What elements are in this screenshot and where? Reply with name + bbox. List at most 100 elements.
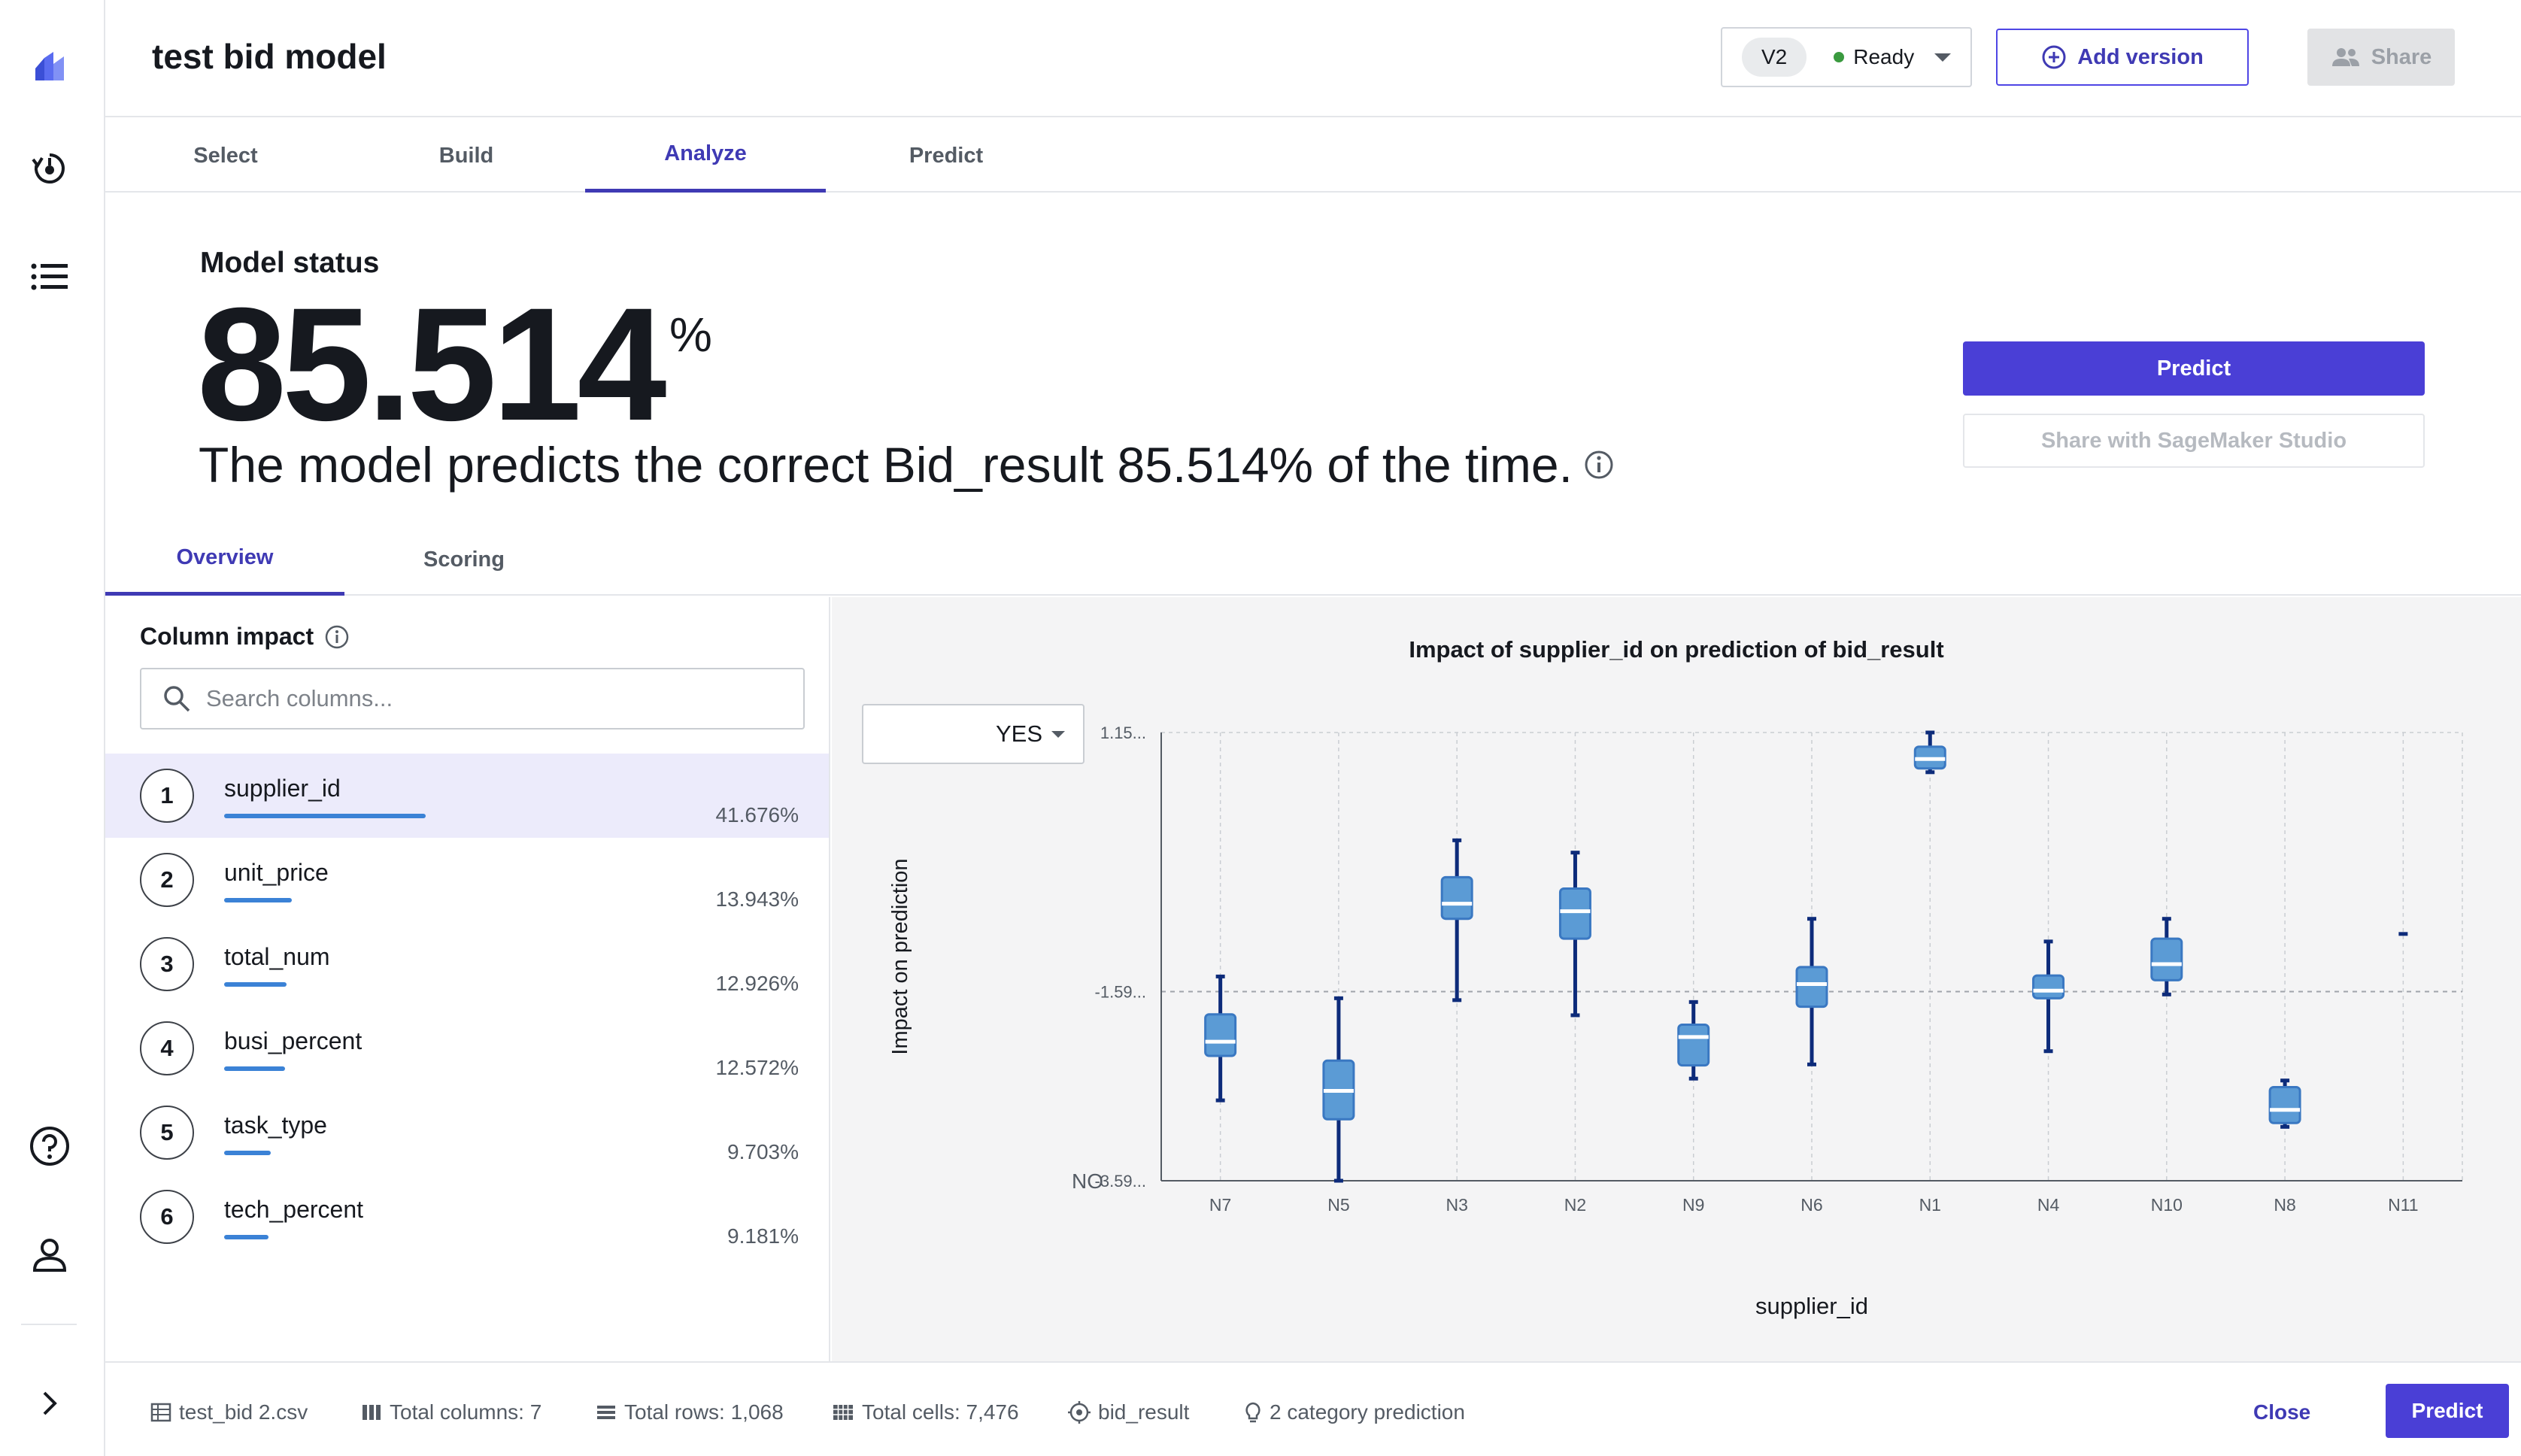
column-impact-panel: Column impact 1 supplier_id 41.676% 2 un… <box>105 597 830 1361</box>
impact-percent: 9.181% <box>727 1224 799 1248</box>
impact-percent: 12.572% <box>715 1056 799 1079</box>
footer-prediction-type: 2 category prediction <box>1244 1400 1465 1424</box>
y-axis-label: Impact on prediction <box>888 858 912 1054</box>
add-version-label: Add version <box>2077 44 2204 69</box>
search-icon <box>164 686 190 712</box>
accuracy-value: 85.514 <box>197 275 667 454</box>
search-input[interactable] <box>206 685 778 712</box>
column-rank: 1 <box>140 769 194 823</box>
model-status-label: Model status <box>200 247 380 279</box>
impact-bar <box>224 814 426 818</box>
expand-chevron-icon[interactable] <box>26 1379 74 1427</box>
impact-boxplot-chart: 1.15... -1.59... -3.59...NO Impact on predi… <box>888 723 2463 1319</box>
share-button[interactable]: Share <box>2307 29 2455 86</box>
total-rows: Total rows: 1,068 <box>624 1400 784 1424</box>
workflow-tabs: Select Build Analyze Predict <box>105 119 2521 193</box>
target-icon <box>1068 1401 1091 1424</box>
x-tick-label: N10 <box>2151 1195 2183 1215</box>
column-search[interactable] <box>140 668 805 730</box>
class-select[interactable]: YES <box>862 704 1085 764</box>
impact-bar <box>224 1066 285 1071</box>
box-body <box>1677 1024 1710 1067</box>
class-select-value: YES <box>995 720 1042 747</box>
box-body <box>1558 887 1591 940</box>
users-icon <box>2331 48 2359 66</box>
column-rank: 4 <box>140 1021 194 1075</box>
column-name: tech_percent <box>224 1196 364 1223</box>
model-title: test bid model <box>152 37 387 76</box>
y-tick-label: -3.59... <box>1095 1172 1146 1191</box>
left-nav-rail <box>0 0 105 1456</box>
tab-scoring[interactable]: Scoring <box>423 547 505 572</box>
page-header: test bid model V2 Ready Add version Shar… <box>105 0 2521 117</box>
x-tick-label: N6 <box>1800 1195 1822 1215</box>
column-row[interactable]: 6 tech_percent 9.181% <box>105 1175 829 1259</box>
list-icon[interactable] <box>26 253 74 301</box>
close-button[interactable]: Close <box>2253 1400 2311 1424</box>
x-axis-label: supplier_id <box>1755 1293 1868 1319</box>
box-body <box>2268 1086 2301 1124</box>
add-version-button[interactable]: Add version <box>1996 29 2249 86</box>
column-row[interactable]: 3 total_num 12.926% <box>105 922 829 1006</box>
box-body <box>1440 875 1473 921</box>
box-body <box>2150 937 2183 981</box>
prediction-type: 2 category prediction <box>1270 1400 1465 1424</box>
chart-title: Impact of supplier_id on prediction of b… <box>1409 636 1944 663</box>
version-select[interactable]: V2 Ready <box>1721 27 1972 87</box>
x-tick-label: N2 <box>1564 1195 1586 1215</box>
column-row[interactable]: 4 busi_percent 12.572% <box>105 1006 829 1090</box>
tab-build[interactable]: Build <box>438 143 494 168</box>
columns-icon <box>363 1405 381 1420</box>
canvas-logo-icon[interactable] <box>26 42 74 90</box>
column-row[interactable]: 5 task_type 9.703% <box>105 1090 829 1175</box>
x-tick-label: N5 <box>1327 1195 1349 1215</box>
column-rank: 6 <box>140 1190 194 1244</box>
x-tick-label: N4 <box>2037 1195 2060 1215</box>
footer-columns: Total columns: 7 <box>361 1400 542 1424</box>
share-label: Share <box>2371 44 2432 69</box>
tab-predict[interactable]: Predict <box>909 143 984 168</box>
accuracy-percent-sign: % <box>669 308 712 362</box>
column-impact-label: Column impact <box>140 623 314 650</box>
impact-percent: 13.943% <box>715 887 799 911</box>
footer-cells: Total cells: 7,476 <box>832 1400 1019 1424</box>
share-sagemaker-button[interactable]: Share with SageMaker Studio <box>1963 414 2425 468</box>
box-body <box>2032 974 2065 999</box>
tab-overview[interactable]: Overview <box>105 523 344 596</box>
impact-bar <box>224 1151 272 1155</box>
user-profile-icon[interactable] <box>26 1230 74 1279</box>
model-refresh-icon[interactable] <box>26 144 74 193</box>
accuracy-description-text: The model predicts the correct Bid_resul… <box>199 437 1573 493</box>
version-chip: V2 <box>1742 38 1807 77</box>
info-icon[interactable] <box>324 624 350 650</box>
version-status: Ready <box>1853 45 1915 68</box>
column-name: supplier_id <box>224 775 341 802</box>
lightbulb-icon <box>1245 1402 1260 1423</box>
rows-icon <box>597 1406 615 1419</box>
footer-predict-button[interactable]: Predict <box>2386 1384 2509 1438</box>
tab-select[interactable]: Select <box>193 143 258 168</box>
column-name: unit_price <box>224 859 329 886</box>
column-rank: 2 <box>140 853 194 907</box>
accuracy-description: The model predicts the correct Bid_resul… <box>199 436 1615 493</box>
info-icon[interactable] <box>1583 449 1615 481</box>
footer-rows: Total rows: 1,068 <box>596 1400 784 1424</box>
target-column: bid_result <box>1098 1400 1190 1424</box>
y-tick-label: 1.15... <box>1100 723 1146 742</box>
help-icon[interactable] <box>26 1122 74 1170</box>
predict-button[interactable]: Predict <box>1963 341 2425 396</box>
column-row[interactable]: 2 unit_price 13.943% <box>105 838 829 922</box>
column-row[interactable]: 1 supplier_id 41.676% <box>105 754 829 838</box>
x-tick-label: N11 <box>2388 1195 2419 1215</box>
x-tick-label: N8 <box>2274 1195 2295 1215</box>
total-columns: Total columns: 7 <box>390 1400 542 1424</box>
status-dot-icon <box>1834 52 1845 62</box>
tab-analyze[interactable]: Analyze <box>585 119 826 193</box>
file-name: test_bid 2.csv <box>179 1400 308 1424</box>
caret-down-icon <box>1934 53 1951 62</box>
class-no-label: NO <box>1072 1169 1103 1193</box>
impact-bar <box>224 1235 269 1239</box>
column-impact-title: Column impact <box>140 623 350 651</box>
x-tick-label: N9 <box>1682 1195 1704 1215</box>
table-icon <box>150 1403 171 1422</box>
